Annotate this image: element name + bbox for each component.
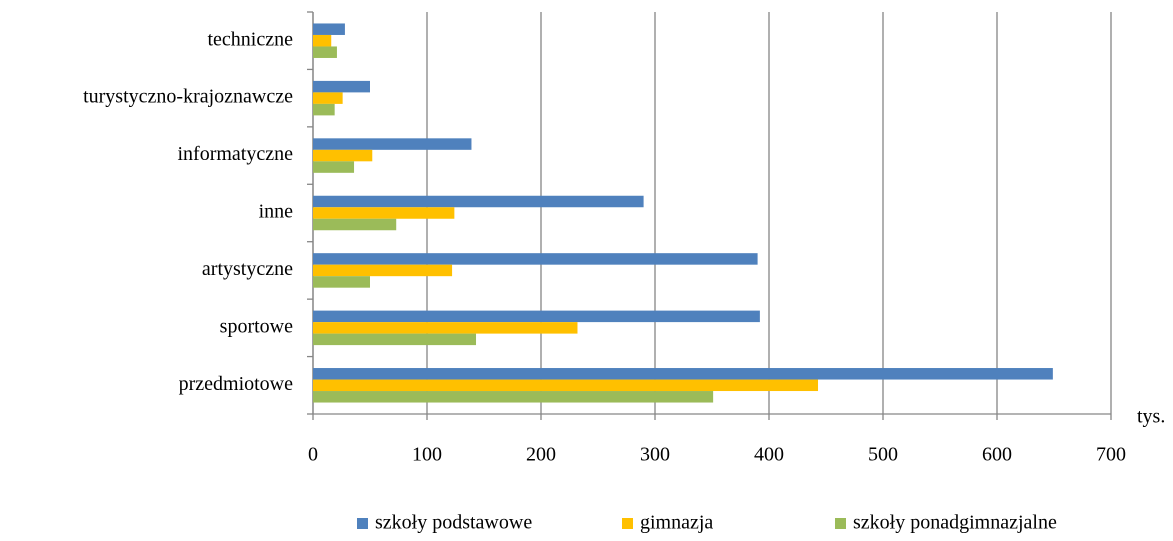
bar xyxy=(313,34,332,47)
x-tick-label: 600 xyxy=(982,444,1012,466)
x-tick-label: 0 xyxy=(308,444,318,466)
bar xyxy=(313,80,370,93)
bar xyxy=(313,207,455,219)
bar xyxy=(313,322,578,334)
legend-label: szkoły podstawowe xyxy=(375,512,532,534)
y-tick-label: techniczne xyxy=(208,28,294,50)
x-tick-label: 300 xyxy=(640,444,670,466)
bar xyxy=(313,264,453,277)
legend-swatch xyxy=(357,518,368,529)
bar xyxy=(313,103,335,116)
y-tick-label: informatyczne xyxy=(178,143,294,165)
bar xyxy=(313,138,472,150)
x-tick-label: 400 xyxy=(754,444,784,466)
bar xyxy=(313,161,355,173)
legend-label: szkoły ponadgimnazjalne xyxy=(853,512,1057,534)
legend-label: gimnazja xyxy=(640,512,713,534)
x-axis-label: tys. xyxy=(1137,406,1165,428)
bar xyxy=(313,46,337,58)
legend-swatch xyxy=(835,518,846,529)
y-tick-label: przedmiotowe xyxy=(179,373,294,395)
x-tick-label: 700 xyxy=(1096,444,1126,466)
bar xyxy=(313,149,373,162)
bar xyxy=(313,310,760,323)
bar xyxy=(313,253,758,265)
bar xyxy=(313,333,477,346)
y-tick-label: sportowe xyxy=(220,315,293,337)
bar xyxy=(313,379,819,392)
y-tick-label: artystyczne xyxy=(202,258,293,280)
bar xyxy=(313,92,343,104)
bar xyxy=(313,218,397,231)
x-tick-label: 100 xyxy=(412,444,442,466)
bar xyxy=(313,276,370,288)
bar xyxy=(313,391,714,403)
y-tick-label: inne xyxy=(259,201,294,223)
x-tick-label: 200 xyxy=(526,444,556,466)
y-tick-label: turystyczno-krajoznawcze xyxy=(83,86,293,108)
bar xyxy=(313,23,345,35)
bar xyxy=(313,368,1053,380)
bar xyxy=(313,195,644,208)
x-tick-label: 500 xyxy=(868,444,898,466)
legend-swatch xyxy=(622,518,633,529)
